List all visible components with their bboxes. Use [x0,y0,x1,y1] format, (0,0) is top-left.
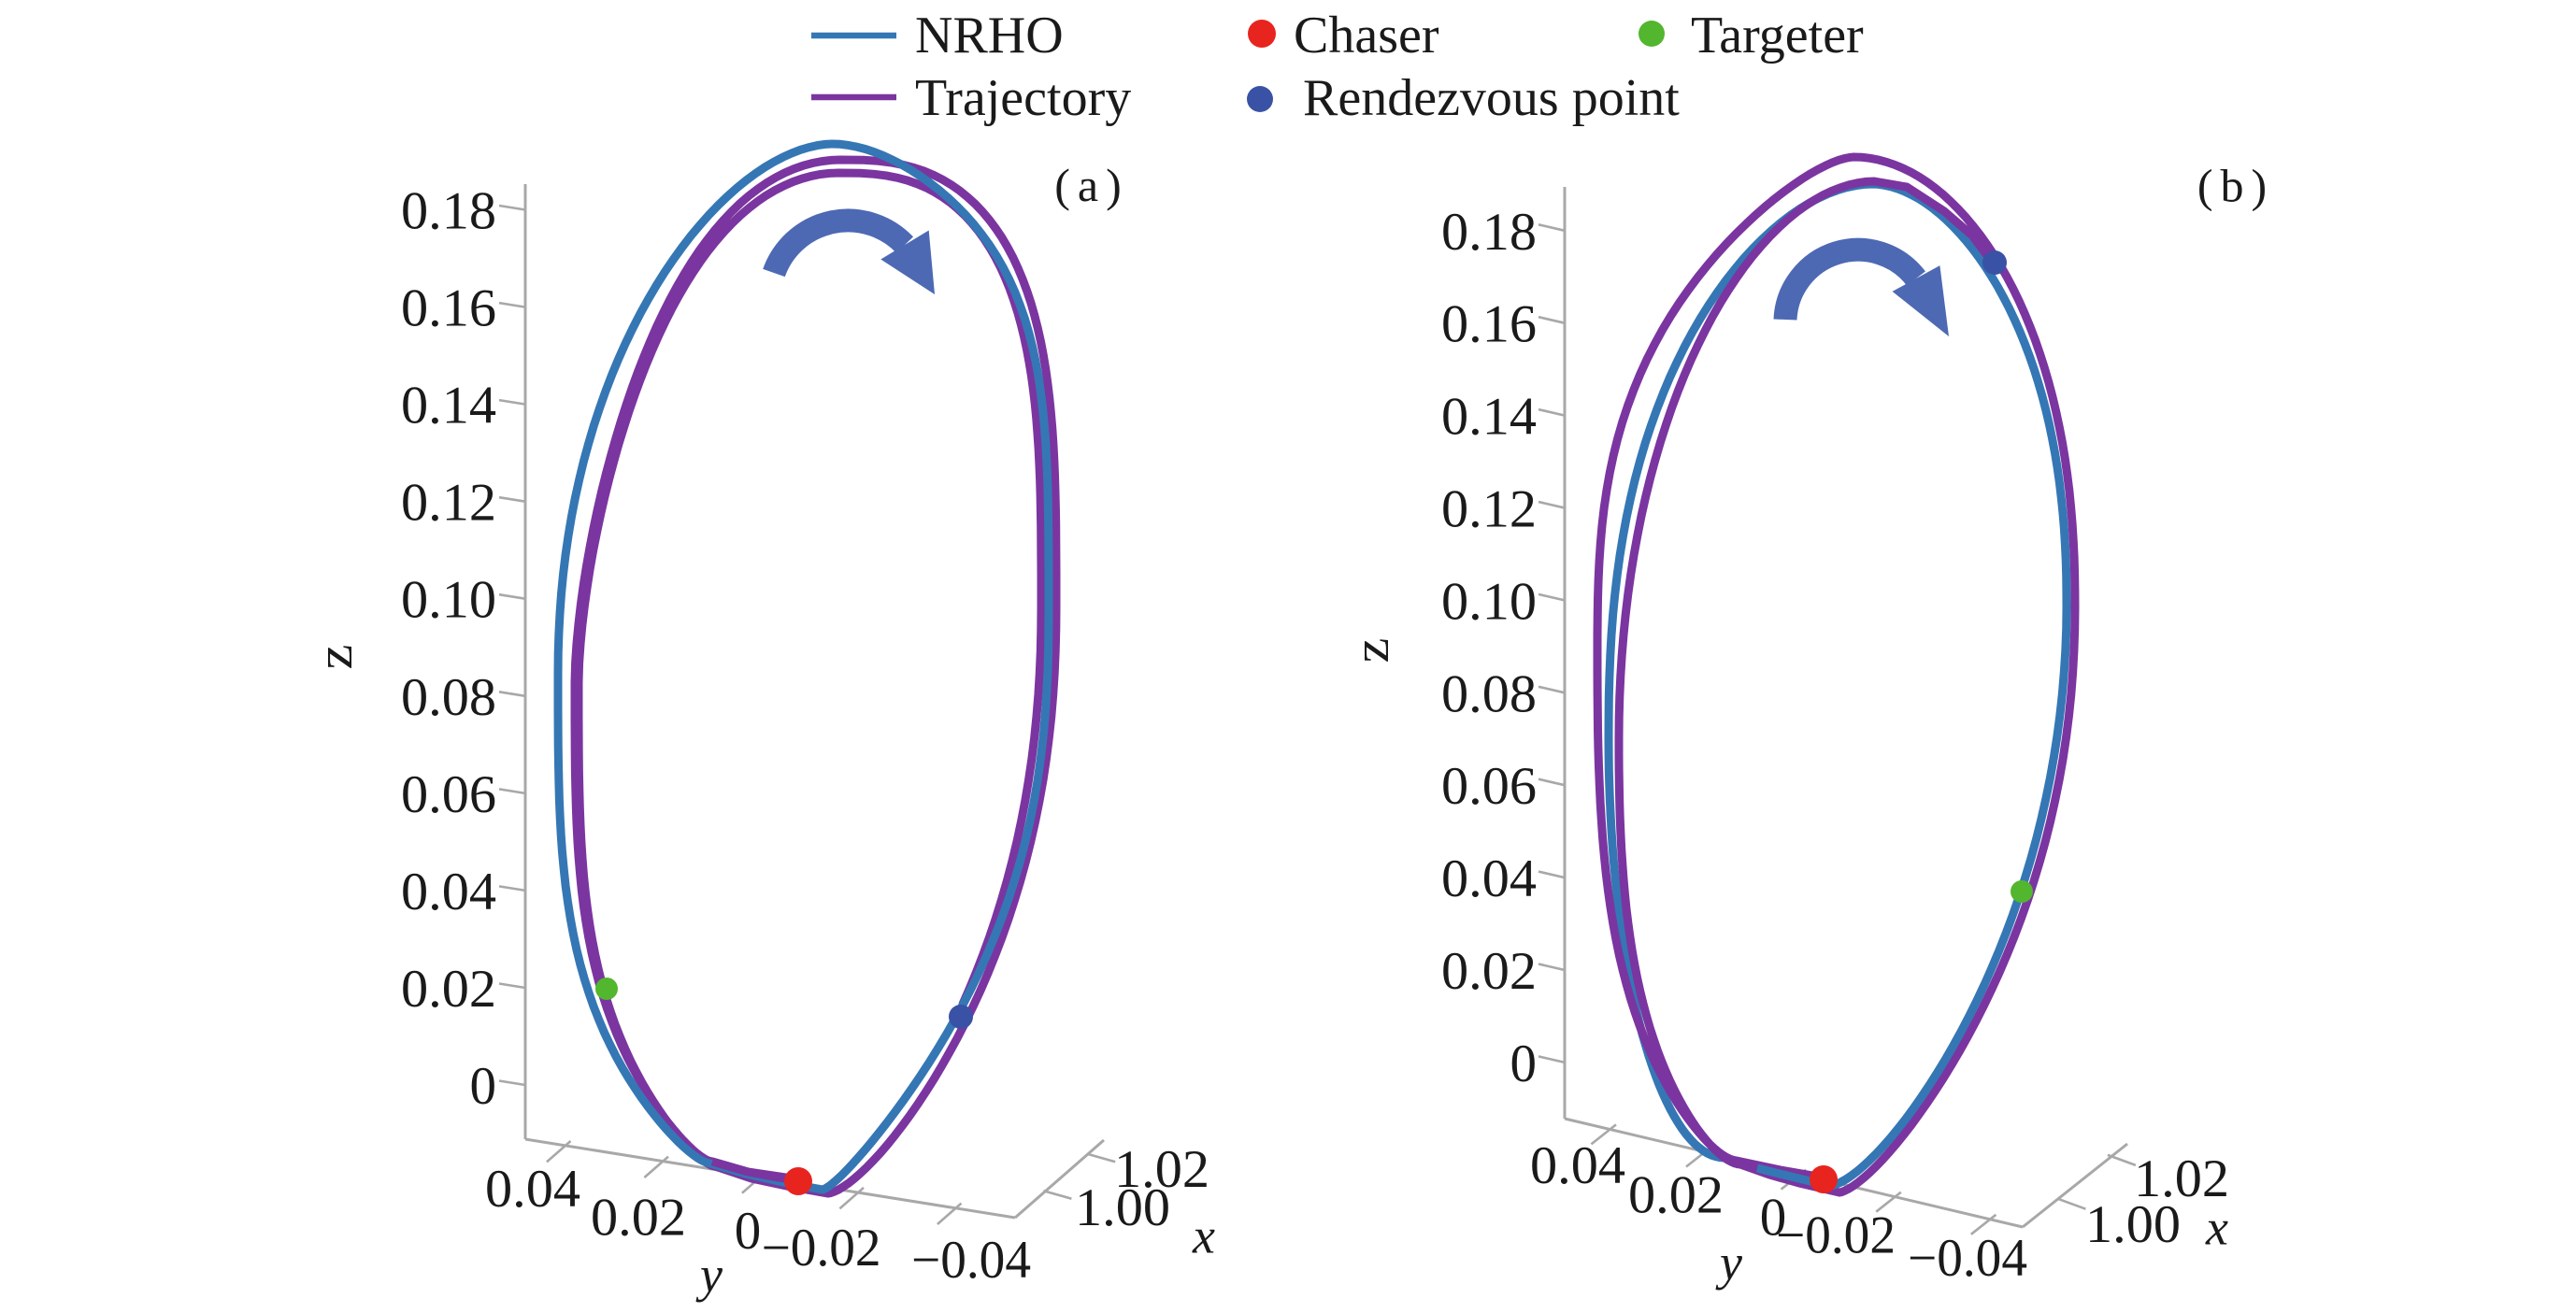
svg-text:−0.04: −0.04 [911,1231,1031,1290]
svg-text:−0.02: −0.02 [1776,1206,1896,1265]
svg-text:0.04: 0.04 [485,1160,580,1219]
svg-text:1.02: 1.02 [2134,1149,2229,1208]
svg-text:0.16: 0.16 [1441,295,1537,354]
svg-text:0.04: 0.04 [1530,1136,1625,1195]
svg-text:0: 0 [1510,1035,1538,1093]
svg-text:0.04: 0.04 [1441,849,1537,908]
svg-text:Trajectory: Trajectory [915,69,1131,127]
svg-text:0.06: 0.06 [1441,757,1537,816]
svg-text:0: 0 [1760,1189,1787,1248]
svg-text:Targeter: Targeter [1691,7,1864,64]
svg-text:Rendezvous point: Rendezvous point [1303,69,1680,127]
svg-text:(b): (b) [2197,160,2274,212]
svg-text:0.18: 0.18 [401,182,496,241]
svg-text:1.00: 1.00 [2085,1195,2181,1254]
svg-text:0.04: 0.04 [401,863,496,921]
svg-text:Chaser: Chaser [1294,7,1439,64]
svg-text:0.12: 0.12 [401,474,496,533]
svg-text:0: 0 [735,1202,762,1261]
svg-text:x: x [2205,1200,2228,1256]
svg-text:0.10: 0.10 [401,571,496,630]
svg-text:(a): (a) [1054,159,1129,211]
svg-text:0.14: 0.14 [1441,388,1537,447]
svg-text:z: z [1343,638,1399,664]
svg-text:0.08: 0.08 [1441,664,1537,723]
svg-text:0.02: 0.02 [401,960,496,1019]
svg-text:0.12: 0.12 [1441,480,1537,539]
svg-text:1.00: 1.00 [1075,1178,1170,1237]
svg-text:0.14: 0.14 [401,377,496,435]
svg-text:1.02: 1.02 [1114,1140,1209,1199]
svg-text:0.10: 0.10 [1441,572,1537,631]
svg-text:0.02: 0.02 [1628,1166,1724,1225]
svg-text:0.08: 0.08 [401,668,496,727]
svg-text:z: z [307,645,363,670]
svg-text:0.06: 0.06 [401,765,496,824]
svg-text:y: y [695,1247,723,1303]
svg-text:NRHO: NRHO [915,7,1064,64]
svg-text:−0.02: −0.02 [762,1219,881,1277]
svg-text:0.16: 0.16 [401,279,496,338]
svg-text:0.02: 0.02 [1441,942,1537,1001]
svg-text:0.18: 0.18 [1441,203,1537,262]
svg-text:y: y [1715,1235,1742,1291]
svg-text:−0.04: −0.04 [1908,1229,2027,1288]
svg-text:0.02: 0.02 [591,1189,686,1248]
svg-text:x: x [1192,1208,1215,1264]
svg-text:0: 0 [470,1057,497,1116]
